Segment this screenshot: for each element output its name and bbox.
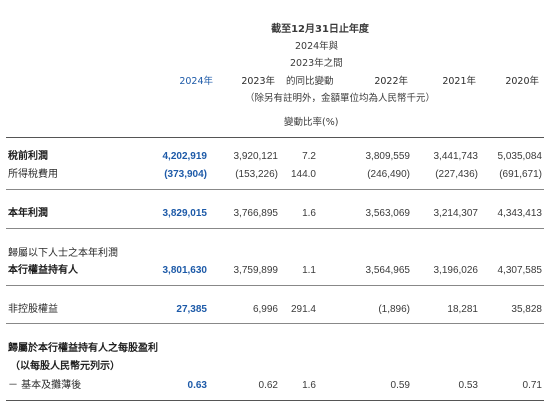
cell-change: 1.6 <box>302 380 316 391</box>
cell-change: 144.0 <box>290 169 316 180</box>
year-2024-header: 2024年 <box>179 76 213 87</box>
cell-2023: 3,920,121 <box>233 151 279 162</box>
section-rule <box>6 323 544 324</box>
row-label-eps-unit: （以每股人民幣元列示） <box>10 361 120 372</box>
cell-2024: 3,801,630 <box>162 265 208 276</box>
header-rule <box>6 137 544 138</box>
cell-2021: 3,214,307 <box>433 208 479 219</box>
cell-2023: (153,226) <box>235 169 278 180</box>
cell-change: 291.4 <box>290 304 316 315</box>
cell-2021: 0.53 <box>458 380 478 391</box>
cell-2024: 27,385 <box>176 304 207 315</box>
cell-2020: 4,307,585 <box>497 265 543 276</box>
cell-2020: 0.71 <box>522 380 542 391</box>
bottom-rule <box>6 400 544 401</box>
row-label-profit-for-year: 本年利潤 <box>8 208 48 219</box>
year-2020-header: 2020年 <box>505 76 539 87</box>
cell-2024: 0.63 <box>187 380 207 391</box>
comparison-line-2: 2023年之間 <box>290 58 343 69</box>
row-label-profit-before-tax: 稅前利潤 <box>8 151 48 162</box>
cell-2022: 3,563,069 <box>365 208 411 219</box>
year-2022-header: 2022年 <box>374 76 408 87</box>
row-label-basic-diluted: － 基本及攤薄後 <box>8 380 82 391</box>
cell-change: 7.2 <box>302 151 316 162</box>
change-rate-label: 變動比率(%) <box>284 117 339 128</box>
cell-2022: 3,809,559 <box>365 151 411 162</box>
cell-2022: (1,896) <box>378 304 410 315</box>
cell-2023: 0.62 <box>258 380 278 391</box>
cell-2024: (373,904) <box>164 169 207 180</box>
cell-2023: 6,996 <box>252 304 278 315</box>
cell-2024: 4,202,919 <box>162 151 208 162</box>
section-rule <box>6 285 544 286</box>
period-title: 截至12月31日止年度 <box>271 24 369 35</box>
yoy-change-header: 的同比變動 <box>286 76 334 87</box>
cell-change: 1.1 <box>302 265 316 276</box>
row-label-eps: 歸屬於本行權益持有人之每股盈利 <box>8 343 158 354</box>
section-rule <box>6 189 544 190</box>
section-rule <box>6 228 544 229</box>
year-2021-header: 2021年 <box>442 76 476 87</box>
comparison-line-1: 2024年與 <box>295 41 339 52</box>
cell-2022: (246,490) <box>367 169 410 180</box>
cell-2022: 3,564,965 <box>365 265 411 276</box>
cell-2021: 3,441,743 <box>433 151 479 162</box>
row-label-non-controlling: 非控股權益 <box>8 304 58 315</box>
row-label-income-tax: 所得稅費用 <box>8 169 58 180</box>
cell-2020: 4,343,413 <box>497 208 543 219</box>
cell-2024: 3,829,015 <box>162 208 208 219</box>
cell-2020: 5,035,084 <box>497 151 543 162</box>
cell-2023: 3,766,895 <box>233 208 279 219</box>
cell-2023: 3,759,899 <box>233 265 279 276</box>
row-label-attributable-to: 歸屬以下人士之本年利潤 <box>8 248 118 259</box>
cell-2022: 0.59 <box>390 380 410 391</box>
cell-change: 1.6 <box>302 208 316 219</box>
year-2023-header: 2023年 <box>241 76 275 87</box>
cell-2021: 18,281 <box>447 304 478 315</box>
row-label-equity-holders: 本行權益持有人 <box>8 265 78 276</box>
unit-note: （除另有註明外，金額單位均為人民幣千元） <box>245 93 436 104</box>
cell-2021: 3,196,026 <box>433 265 479 276</box>
cell-2020: (691,671) <box>499 169 542 180</box>
cell-2021: (227,436) <box>435 169 478 180</box>
cell-2020: 35,828 <box>511 304 542 315</box>
